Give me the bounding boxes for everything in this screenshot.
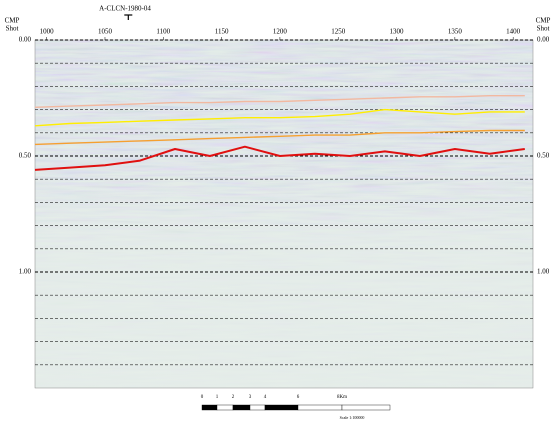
x-tick-label: 1300 — [390, 28, 405, 36]
horizon-line — [34, 108, 525, 127]
y-tick-label: 1.00 — [19, 268, 32, 276]
scale-label: 2 — [232, 395, 235, 400]
scale-segment — [232, 404, 251, 411]
scale-label: 3 — [249, 395, 252, 400]
scale-label: 1 — [216, 395, 219, 400]
y-tick-label: 0.00 — [537, 36, 550, 44]
horizon-line — [34, 95, 525, 108]
x-tick-label: 1100 — [156, 28, 170, 36]
x-tick-label: 1400 — [506, 28, 521, 36]
x-tick-label: 1250 — [331, 28, 346, 36]
y-tick-label: 0.00 — [19, 36, 32, 44]
scale-label: 0 — [201, 395, 204, 400]
horizon-line — [34, 129, 525, 146]
axis-label: CMP — [536, 17, 551, 25]
y-tick-label: 0.50 — [537, 152, 550, 160]
scale-segment — [341, 404, 391, 411]
x-tick-label: 1050 — [98, 28, 113, 36]
axis-label: CMP — [5, 17, 20, 25]
scale-segment — [216, 404, 234, 411]
x-tick-label: 1200 — [273, 28, 288, 36]
scale-label: 8Km — [337, 395, 347, 400]
scale-segment — [297, 404, 343, 411]
scale-label: 4 — [264, 395, 267, 400]
axis-sublabel: Shot — [6, 25, 19, 33]
chart-title: A-CLCN-1980-04 — [99, 5, 151, 13]
horizon-line — [34, 145, 525, 171]
scale-label: 6 — [297, 395, 300, 400]
axis-sublabel: Shot — [537, 25, 550, 33]
x-tick-label: 1150 — [215, 28, 229, 36]
scale-note: Scale 1:100000 — [340, 415, 365, 420]
y-tick-label: 0.50 — [19, 152, 32, 160]
plot-frame — [34, 39, 534, 389]
seismic-fade — [35, 40, 533, 388]
scale-segment — [264, 404, 299, 411]
scale-segment — [201, 404, 218, 411]
y-tick-label: 1.00 — [537, 268, 550, 276]
scale-segment — [249, 404, 266, 411]
x-tick-label: 1000 — [40, 28, 55, 36]
x-tick-label: 1350 — [448, 28, 463, 36]
